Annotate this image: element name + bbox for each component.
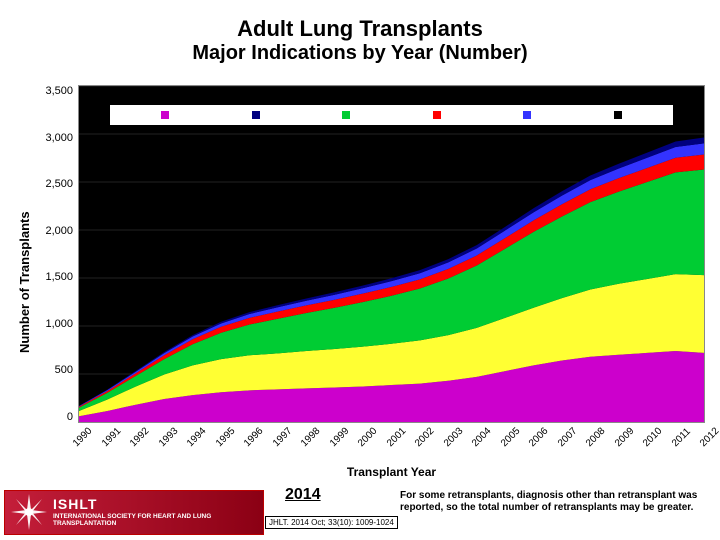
x-tick: 1996 — [242, 426, 266, 450]
x-tick: 1995 — [213, 426, 237, 450]
y-tick: 3,000 — [33, 132, 73, 144]
x-tick: 1991 — [99, 426, 123, 450]
chart-title: Adult Lung Transplants — [0, 16, 720, 42]
x-tick: 1993 — [156, 426, 180, 450]
x-tick: 2011 — [669, 426, 692, 449]
legend-item — [342, 111, 350, 119]
chart-container: Number of Transplants 3,500 3,000 2,500 2,0… — [0, 80, 720, 484]
x-tick: 2000 — [356, 426, 380, 450]
legend-swatch-icon — [614, 111, 622, 119]
plot-area — [78, 85, 705, 423]
x-axis-label: Transplant Year — [78, 465, 705, 479]
chart-subtitle: Major Indications by Year (Number) — [0, 42, 720, 65]
ishlt-logo: ISHLT INTERNATIONAL SOCIETY FOR HEART AN… — [4, 490, 264, 535]
x-tick: 2012 — [698, 426, 720, 450]
logo-burst-icon — [9, 492, 49, 532]
legend-item — [523, 111, 531, 119]
plot-wrapper: 3,500 3,000 2,500 2,000 1,500 1,000 500 0 — [33, 85, 705, 423]
y-tick: 2,000 — [33, 225, 73, 237]
legend-item — [252, 111, 260, 119]
legend-swatch-icon — [252, 111, 260, 119]
footer-citation: JHLT. 2014 Oct; 33(10): 1009-1024 — [265, 516, 398, 529]
chart-inner: 3,5003,0002,5002,0001,5001,0005000 19901… — [33, 85, 705, 479]
x-tick: 2001 — [384, 426, 408, 450]
y-axis-label: Number of Transplants — [15, 85, 33, 479]
header: Adult Lung Transplants Major Indications… — [0, 0, 720, 80]
x-tick: 2006 — [527, 426, 551, 450]
legend-swatch-icon — [433, 111, 441, 119]
legend-item — [433, 111, 441, 119]
stacked-area-chart — [79, 86, 704, 422]
x-tick: 2007 — [555, 426, 579, 450]
slide: Adult Lung Transplants Major Indications… — [0, 0, 720, 540]
x-tick: 2008 — [584, 426, 608, 450]
x-tick: 2002 — [413, 426, 437, 450]
x-tick: 2003 — [441, 426, 465, 450]
footer: ISHLT INTERNATIONAL SOCIETY FOR HEART AN… — [0, 484, 720, 540]
legend-swatch-icon — [342, 111, 350, 119]
x-tick: 1994 — [185, 426, 209, 450]
logo-text-wrap: ISHLT INTERNATIONAL SOCIETY FOR HEART AN… — [53, 497, 259, 527]
y-tick: 1,000 — [33, 318, 73, 330]
x-tick: 2004 — [470, 426, 494, 450]
x-ticks: 1990199119921993199419951996199719981999… — [78, 423, 705, 463]
y-ticks: 3,500 3,000 2,500 2,000 1,500 1,000 500 0 — [33, 85, 78, 423]
legend-swatch-icon — [523, 111, 531, 119]
legend-item — [614, 111, 622, 119]
footer-note: For some retransplants, diagnosis other … — [400, 490, 710, 514]
x-tick: 2009 — [612, 426, 636, 450]
x-tick: 2010 — [641, 426, 665, 450]
logo-acronym: ISHLT — [53, 497, 259, 512]
footer-year: 2014 — [285, 486, 321, 504]
x-tick: 1990 — [71, 426, 95, 450]
legend-box — [109, 104, 674, 126]
y-tick: 500 — [33, 364, 73, 376]
y-tick: 1,500 — [33, 271, 73, 283]
x-tick: 1999 — [327, 426, 351, 450]
x-tick: 1997 — [270, 426, 294, 450]
x-tick: 1998 — [299, 426, 323, 450]
y-tick: 3,500 — [33, 85, 73, 97]
x-tick: 2005 — [498, 426, 522, 450]
logo-full-text: INTERNATIONAL SOCIETY FOR HEART AND LUNG… — [53, 513, 259, 527]
y-tick: 2,500 — [33, 178, 73, 190]
legend-item — [161, 111, 169, 119]
x-tick: 1992 — [128, 426, 152, 450]
legend-swatch-icon — [161, 111, 169, 119]
y-tick: 0 — [33, 411, 73, 423]
